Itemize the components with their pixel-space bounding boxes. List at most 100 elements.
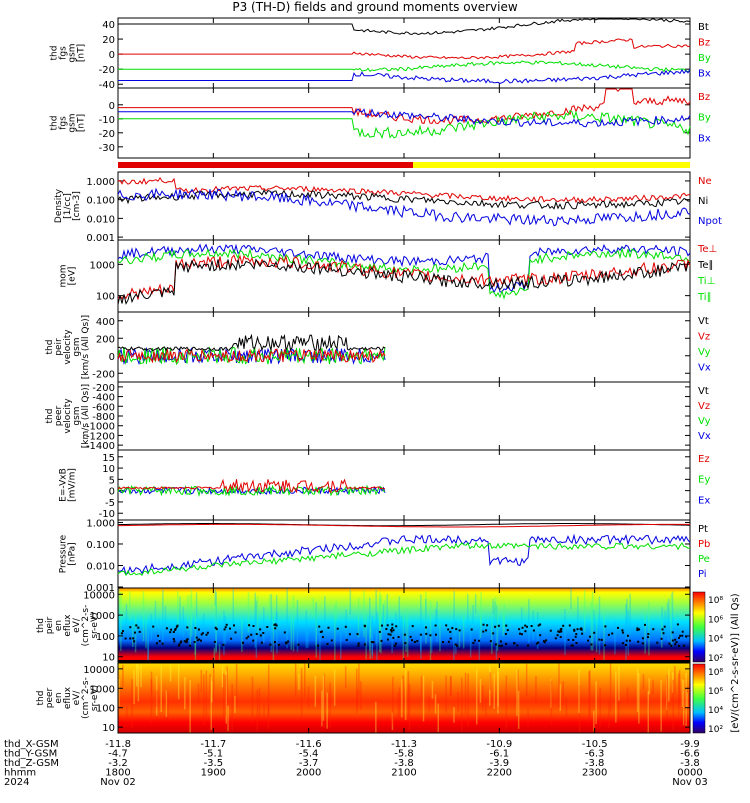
spectrogram-noise xyxy=(576,628,579,631)
spectrogram-streak xyxy=(263,607,265,644)
spectrogram-streak xyxy=(681,679,684,708)
spectrogram-noise xyxy=(661,628,664,631)
spectrogram-streak xyxy=(437,703,439,732)
spectrogram-noise xyxy=(604,644,606,647)
spectrogram-noise xyxy=(527,644,529,647)
spectrogram-streak xyxy=(275,595,278,626)
spectrogram-streak xyxy=(455,620,457,654)
spectrogram-streak xyxy=(203,674,205,726)
series-Pb xyxy=(117,523,690,528)
series-Ne xyxy=(117,176,691,204)
spectrogram-streak xyxy=(472,604,474,625)
spectrogram-noise xyxy=(628,639,631,642)
spectrogram-noise xyxy=(492,632,495,635)
spectrogram-streak xyxy=(661,606,663,622)
spectrogram-noise xyxy=(526,625,528,628)
spectrogram-streak xyxy=(213,647,216,663)
spectrogram-noise xyxy=(472,641,475,644)
spectrogram-noise xyxy=(674,643,677,646)
spectrogram-streak xyxy=(648,601,650,656)
spectrogram-noise xyxy=(451,627,454,630)
time-axis-value: -11.7 xyxy=(200,739,226,750)
spectrogram-streak xyxy=(272,612,275,663)
time-axis-value: -3.8 xyxy=(394,758,414,769)
time-axis-value: -11.3 xyxy=(391,739,417,750)
spectrogram-noise xyxy=(636,627,639,630)
spectrogram-noise xyxy=(170,628,173,631)
spectrogram-noise xyxy=(532,629,535,632)
spectrogram-streak xyxy=(439,623,441,652)
spectrogram-noise xyxy=(652,628,655,631)
spectrogram-noise xyxy=(489,640,492,643)
spectrogram-noise xyxy=(575,633,578,635)
y-axis-label: fgs xyxy=(59,116,69,130)
spectrogram-streak xyxy=(120,592,122,651)
y-tick-label: 0.010 xyxy=(86,214,115,225)
spectrogram-streak xyxy=(165,690,168,717)
spectrogram-noise xyxy=(670,644,673,647)
y-tick-label: 15 xyxy=(102,453,115,464)
y-tick-label: -800 xyxy=(92,412,115,423)
spectrogram-streak xyxy=(132,625,134,647)
spectrogram-noise xyxy=(283,631,286,634)
spectrogram-noise xyxy=(230,637,233,640)
spectrogram-noise xyxy=(215,628,218,631)
time-axis-value: -10.9 xyxy=(486,739,512,750)
spectrogram-noise xyxy=(447,628,450,631)
spectrogram-noise xyxy=(429,634,432,637)
legend-Vt: Vt xyxy=(698,316,709,327)
spectrogram-streak xyxy=(211,681,213,703)
spectrogram-noise xyxy=(186,626,189,629)
spectrogram-streak xyxy=(478,629,481,661)
spectrogram-streak xyxy=(136,663,138,687)
legend-Te⊥: Te⊥ xyxy=(697,244,717,255)
spectrogram-noise xyxy=(626,634,629,637)
spectrogram-noise xyxy=(391,623,394,626)
legend-Ti∥: Ti∥ xyxy=(697,292,712,303)
spectrogram-streak xyxy=(618,691,620,723)
legend-Ti⊥: Ti⊥ xyxy=(697,276,715,287)
spectrogram-streak xyxy=(449,676,452,696)
spectrogram-noise xyxy=(250,633,253,636)
spectrogram-streak xyxy=(358,663,360,697)
spectrogram-noise xyxy=(506,629,509,632)
spectrogram-noise xyxy=(248,624,251,627)
spectrogram-noise xyxy=(671,631,674,634)
spectrogram-noise xyxy=(177,644,180,647)
spectrogram-noise xyxy=(537,624,540,627)
spectrogram-streak xyxy=(578,669,580,714)
y-tick-label: 10 xyxy=(102,464,115,475)
spectrogram-streak xyxy=(379,591,381,632)
spectrogram-streak xyxy=(147,631,149,662)
spectrogram-streak xyxy=(356,689,359,709)
spectrogram-streak xyxy=(231,683,233,731)
spectrogram-noise xyxy=(660,637,663,640)
spectrogram-streak xyxy=(480,592,482,625)
spectrogram-noise xyxy=(617,626,619,629)
spectrogram-streak xyxy=(202,613,205,637)
time-axis-value: -3.8 xyxy=(585,758,605,769)
spectrogram-noise xyxy=(454,643,457,646)
spectrogram-noise xyxy=(319,631,322,633)
colorbar-tick: 10⁴ xyxy=(708,635,723,645)
spectrogram-streak xyxy=(314,676,317,707)
time-axis-value: -11.6 xyxy=(296,739,322,750)
time-axis-row-label: thd_Y-GSM xyxy=(4,749,57,760)
spectrogram-streak xyxy=(315,602,317,646)
spectrogram-noise xyxy=(447,640,450,643)
time-axis-row-label: thd_Z-GSM xyxy=(4,758,59,769)
spectrogram-noise xyxy=(259,628,262,631)
spectrogram-streak xyxy=(474,594,477,613)
spectrogram-noise xyxy=(486,624,489,627)
spectrogram-noise xyxy=(675,641,678,644)
spectrogram-noise xyxy=(266,626,269,628)
time-axis-value: -9.9 xyxy=(680,739,700,750)
y-tick-label: 1.000 xyxy=(86,518,115,529)
spectrogram-noise xyxy=(568,624,571,627)
spectrogram-noise xyxy=(193,641,196,643)
spectrogram-noise xyxy=(505,642,508,645)
time-axis-value: -5.8 xyxy=(394,749,414,760)
spectrogram-noise xyxy=(120,632,123,635)
spectrogram-noise xyxy=(274,623,277,626)
spectrogram-streak xyxy=(493,673,495,709)
